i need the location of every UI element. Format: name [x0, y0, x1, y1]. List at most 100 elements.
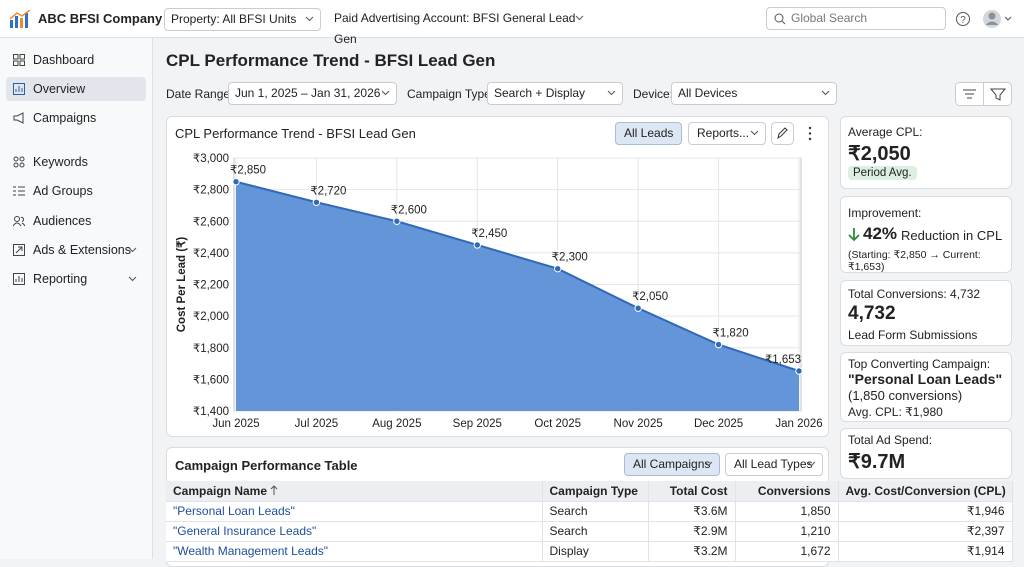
nav-icon	[13, 54, 25, 66]
global-search[interactable]: Global Search	[766, 7, 946, 30]
campaign-link[interactable]: "Wealth Management Leads"	[173, 544, 329, 558]
nav-item[interactable]: Ad Groups	[6, 179, 146, 203]
chart-tools[interactable]	[771, 122, 821, 146]
point	[232, 178, 240, 186]
column-header[interactable]: Campaign Name	[166, 481, 543, 502]
chevron	[381, 90, 390, 96]
y-tick-label: ₹3,000	[193, 153, 229, 165]
value-label: ₹2,600	[391, 204, 427, 216]
column-header[interactable]: Conversions	[735, 481, 839, 502]
nav-label: Ads & Extensions	[33, 243, 131, 257]
column-header[interactable]: Campaign Type	[542, 481, 649, 502]
all-leads-button[interactable]: All Leads	[615, 122, 683, 145]
nav-item[interactable]: Ads & Extensions	[6, 238, 146, 262]
kpi-card: Average CPL: ₹2,050 Period Avg.	[840, 116, 1012, 189]
date-range-select[interactable]: Jun 1, 2025 – Jan 31, 2026	[228, 82, 397, 105]
search-placeholder: Global Search	[791, 11, 868, 25]
header-row: Campaign Name Campaign Type Total Cost C…	[166, 481, 1013, 502]
cell: ₹1,914	[838, 541, 1013, 562]
chevron	[704, 461, 713, 467]
x-tick-label: Dec 2025	[694, 418, 743, 430]
point	[634, 304, 642, 312]
table-row: "Wealth Management Leads" Display ₹3.2M 1,6…	[166, 541, 1013, 562]
nav-item[interactable]: Audiences	[6, 209, 146, 233]
kpi-card: Total Ad Spend: ₹9.7M	[840, 428, 1012, 479]
device-select[interactable]: All Devices	[671, 82, 837, 105]
reports-button[interactable]: Reports...	[688, 122, 766, 145]
kpi-value: ₹2,050	[848, 143, 911, 165]
filter-label: Date Range:	[166, 87, 234, 101]
column-header[interactable]: Avg. Cost/Conversion (CPL)	[838, 481, 1013, 502]
chevron	[575, 15, 584, 21]
chart-title: CPL Performance Trend - BFSI Lead Gen	[175, 126, 416, 141]
cell: ₹3.6M	[648, 501, 736, 522]
chevron	[305, 16, 314, 22]
nav-item[interactable]: Campaigns	[6, 106, 146, 130]
cell: ₹1,946	[838, 501, 1013, 522]
cell: 1,850	[735, 501, 839, 522]
nav-label: Ad Groups	[33, 184, 93, 198]
nav-item[interactable]: Reporting	[6, 267, 146, 291]
kpi-label: Total Ad Spend:	[848, 433, 933, 447]
campaign-link[interactable]: "General Insurance Leads"	[173, 524, 317, 538]
lead-type-filter[interactable]: All Lead Types	[725, 453, 823, 476]
kpi-text: Reduction in CPL	[901, 228, 1003, 243]
filter-label: Device:	[633, 87, 674, 101]
column-header[interactable]: Total Cost	[648, 481, 736, 502]
cell: ₹3.2M	[648, 541, 736, 562]
property-dropdown[interactable]: Property: All BFSI Units	[164, 8, 321, 31]
x-tick-label: Oct 2025	[534, 418, 581, 430]
nav-item[interactable]: Keywords	[6, 150, 146, 174]
cell: 1,672	[735, 541, 839, 562]
nav-label: Campaigns	[33, 111, 97, 125]
account-dropdown[interactable]: Paid Advertising Account: BFSI General L…	[328, 8, 590, 46]
nav-item[interactable]: Dashboard	[6, 48, 146, 72]
campaign-type-select[interactable]: Search + Display	[487, 82, 623, 105]
kpi-value: 42%	[863, 224, 898, 243]
nav-label: Dashboard	[33, 53, 95, 67]
kpi-text: Avg. CPL: ₹1,980	[848, 405, 943, 419]
nav-label: Keywords	[33, 155, 88, 169]
x-tick-label: Aug 2025	[372, 418, 421, 430]
avatar[interactable]	[982, 8, 1014, 30]
value-label: ₹1,653	[765, 354, 801, 366]
line	[235, 180, 800, 372]
kpi-label: Improvement:	[848, 206, 922, 220]
kpi-value: "Personal Loan Leads"	[848, 371, 1003, 387]
point	[795, 367, 803, 375]
kpi-detail: (1,850 conversions)	[848, 388, 963, 403]
kpi-label: Top Converting Campaign:	[848, 357, 991, 371]
kpi-card: Total Conversions: 4,732 4,732 Lead Form…	[840, 280, 1012, 346]
chevron	[807, 461, 816, 467]
y-tick-label: ₹2,800	[193, 185, 229, 197]
nav-icon	[13, 186, 25, 196]
help-icon[interactable]: ?	[955, 11, 971, 27]
cell: ₹2.9M	[648, 521, 736, 542]
button-label: All Lead Types	[734, 457, 813, 471]
point	[714, 340, 723, 349]
value-label: ₹2,050	[632, 291, 668, 303]
nav-icon	[13, 83, 25, 95]
y-tick-label: ₹1,800	[193, 343, 229, 355]
value-label: ₹2,300	[552, 252, 588, 264]
point	[393, 217, 401, 225]
chart: ₹1,400 ₹1,600 ₹1,800 ₹2,000 ₹2,200 ₹2,400 ₹2,6…	[176, 153, 823, 430]
cell: 1,210	[735, 521, 839, 542]
chevron	[607, 90, 616, 96]
column-label: Campaign Name	[173, 483, 268, 498]
campaign-link[interactable]: "Personal Loan Leads"	[173, 504, 295, 518]
chart-panel: CPL Performance Trend - BFSI Lead Gen Al…	[166, 116, 829, 437]
point	[312, 198, 321, 206]
kpi-card: Top Converting Campaign: "Personal Loan …	[840, 352, 1012, 422]
nav-item-active[interactable]: Overview	[6, 77, 146, 101]
nav-label: Reporting	[33, 272, 88, 286]
view-buttons[interactable]	[955, 82, 1012, 106]
x-tick-label: Sep 2025	[453, 418, 502, 430]
logo	[10, 10, 31, 28]
filter-label: Campaign Type:	[407, 87, 495, 101]
property-text: Property: All BFSI Units	[171, 12, 297, 26]
y-tick-label: ₹2,000	[193, 311, 229, 323]
account-text: Paid Advertising Account: BFSI General L…	[334, 11, 576, 46]
campaign-filter[interactable]: All Campaigns	[624, 453, 720, 476]
filter-value: All Devices	[678, 86, 738, 100]
